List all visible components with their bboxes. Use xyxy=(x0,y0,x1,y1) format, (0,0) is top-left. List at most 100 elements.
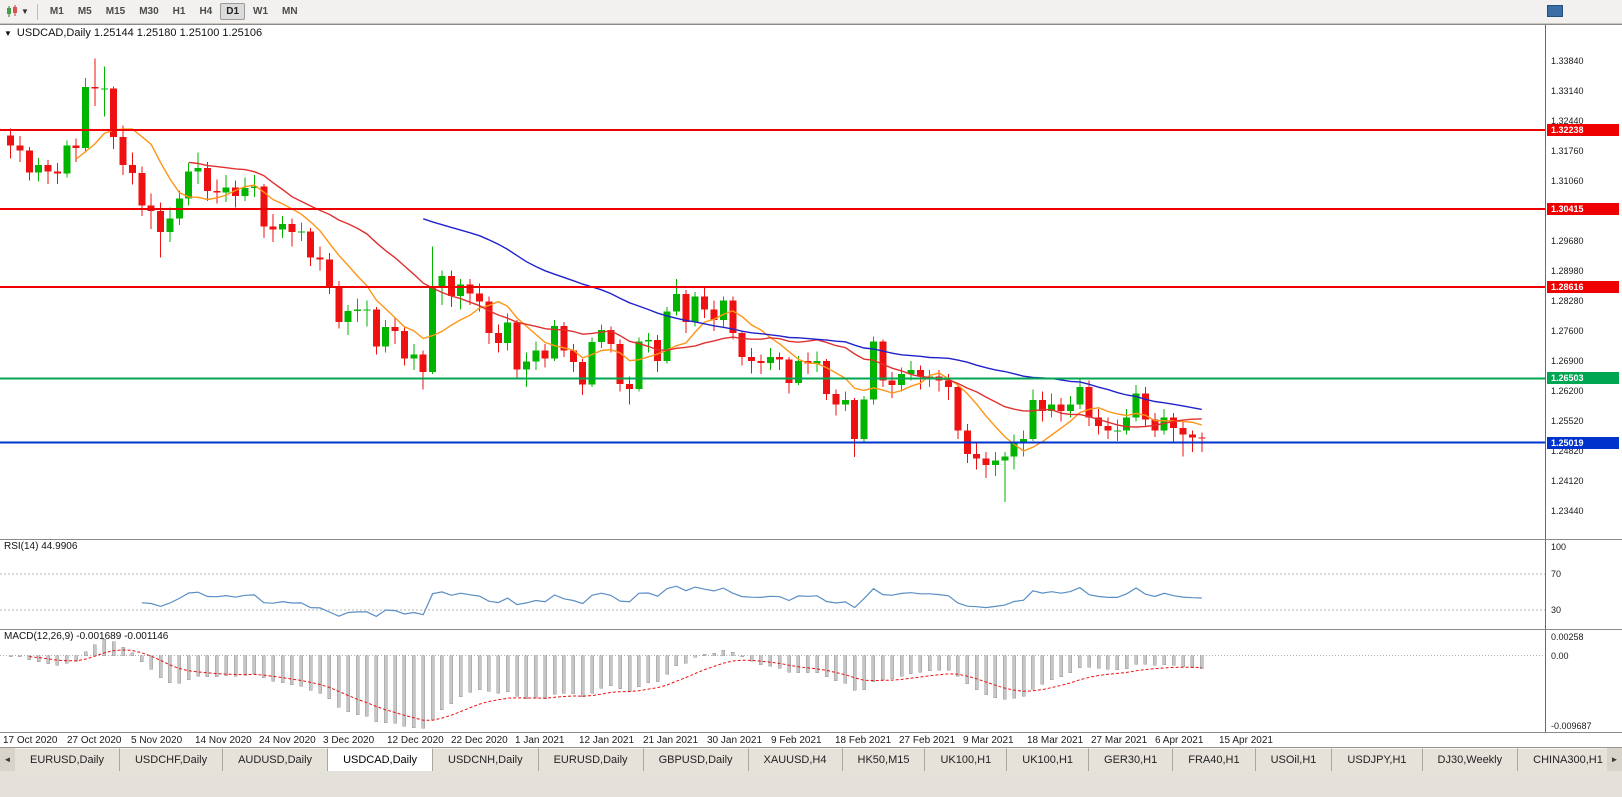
macd-histogram-bar xyxy=(590,655,594,694)
chart-tab-usdcnh-daily[interactable]: USDCNH,Daily xyxy=(433,748,539,771)
macd-histogram-bar xyxy=(946,655,951,671)
timeframe-button-mn[interactable]: MN xyxy=(282,6,298,17)
candle xyxy=(663,311,671,362)
candle xyxy=(682,294,690,323)
chart-tab-dj30-weekly[interactable]: DJ30,Weekly xyxy=(1422,748,1519,771)
candle xyxy=(907,369,915,375)
date-tick: 21 Jan 2021 xyxy=(643,735,699,746)
candlestick-chart-icon[interactable] xyxy=(4,5,20,19)
candle xyxy=(832,394,840,405)
chart-tab-uk100-h1[interactable]: UK100,H1 xyxy=(925,748,1008,771)
macd-histogram-bar xyxy=(83,651,88,656)
timeframe-button-m1[interactable]: M1 xyxy=(49,6,64,17)
candle xyxy=(1170,417,1178,429)
candle xyxy=(672,294,680,312)
timeframe-button-m30[interactable]: M30 xyxy=(139,6,159,17)
chart-tab-gbpusd-daily[interactable]: GBPUSD,Daily xyxy=(643,748,749,771)
macd-histogram-bar xyxy=(158,655,163,679)
timeframe-button-h4[interactable]: H4 xyxy=(199,6,213,17)
price-tick: 1.29680 xyxy=(1551,235,1584,246)
chart-tab-hk50-m15[interactable]: HK50,M15 xyxy=(842,748,926,771)
candlestick-chart[interactable] xyxy=(0,25,1545,539)
candle xyxy=(860,399,868,440)
timeframe-button-h1[interactable]: H1 xyxy=(172,6,186,17)
date-tick: 27 Feb 2021 xyxy=(899,735,956,746)
pane-separator[interactable] xyxy=(0,539,1622,540)
date-tick: 17 Oct 2020 xyxy=(3,735,58,746)
candle xyxy=(391,326,399,331)
price-axis[interactable]: 1.338401.331401.324401.317601.310601.303… xyxy=(1545,25,1622,539)
candle xyxy=(973,454,981,459)
collapse-arrow-icon[interactable]: ▼ xyxy=(4,28,12,38)
timeframe-button-d1[interactable]: D1 xyxy=(220,3,246,20)
chart-tab-usdjpy-h1[interactable]: USDJPY,H1 xyxy=(1332,748,1423,771)
chart-type-dropdown-caret-icon[interactable]: ▼ xyxy=(21,7,29,16)
candle xyxy=(457,284,465,296)
candle xyxy=(766,356,774,363)
macd-axis: 0.00258 0.00 -0.009687 xyxy=(1545,630,1622,732)
tabs-scroll-left-button[interactable]: ◄ xyxy=(0,748,15,771)
timeframe-button-w1[interactable]: W1 xyxy=(253,6,269,17)
date-tick: 24 Nov 2020 xyxy=(259,735,316,746)
price-tick: 1.24820 xyxy=(1551,446,1584,457)
rsi-tick: 70 xyxy=(1551,569,1562,579)
candle xyxy=(1188,434,1196,438)
chart-tab-usdcad-daily[interactable]: USDCAD,Daily xyxy=(328,748,434,771)
macd-histogram-bar xyxy=(806,655,810,674)
macd-histogram-bar xyxy=(871,655,876,682)
candle xyxy=(288,224,296,232)
chart-tab-china300-h1[interactable]: CHINA300,H1 xyxy=(1518,748,1607,771)
candle xyxy=(72,145,80,148)
candle xyxy=(710,309,718,321)
macd-chart xyxy=(0,638,1545,729)
macd-histogram-bar xyxy=(365,655,369,717)
price-level-badge: 1.32238 xyxy=(1547,124,1619,137)
macd-histogram-bar xyxy=(177,655,182,684)
timeframe-button-m15[interactable]: M15 xyxy=(105,6,126,17)
candle xyxy=(1141,393,1149,420)
candle xyxy=(729,300,737,334)
tabs-scroll-right-button[interactable]: ► xyxy=(1607,748,1622,771)
chart-tab-eurusd-daily[interactable]: EURUSD,Daily xyxy=(538,748,644,771)
macd-histogram-bar xyxy=(618,655,622,690)
macd-histogram-bar xyxy=(280,655,285,684)
macd-histogram-bar xyxy=(149,655,153,670)
macd-histogram-bar xyxy=(787,655,791,673)
macd-histogram-bar xyxy=(665,655,669,675)
candle xyxy=(250,186,258,189)
chart-tab-audusd-daily[interactable]: AUDUSD,Daily xyxy=(223,748,329,771)
macd-histogram-bar xyxy=(965,655,970,684)
timeframe-button-m5[interactable]: M5 xyxy=(77,6,92,17)
macd-histogram-bar xyxy=(534,655,538,699)
candle xyxy=(1113,430,1121,432)
candle xyxy=(185,171,193,199)
candle xyxy=(569,350,577,363)
candle xyxy=(354,309,362,311)
macd-tick: -0.009687 xyxy=(1551,720,1592,731)
chart-tab-eurusd-daily[interactable]: EURUSD,Daily xyxy=(15,748,120,771)
macd-histogram-bar xyxy=(196,655,200,677)
macd-histogram-bar xyxy=(721,650,726,656)
macd-histogram-bar xyxy=(102,638,107,656)
chart-tab-usoil-h1[interactable]: USOil,H1 xyxy=(1255,748,1333,771)
macd-histogram-bar xyxy=(956,655,960,677)
macd-histogram-bar xyxy=(346,655,350,713)
pane-separator[interactable] xyxy=(0,629,1622,630)
chart-tab-uk100-h1[interactable]: UK100,H1 xyxy=(1007,748,1090,771)
candle xyxy=(738,333,746,357)
macd-histogram-bar xyxy=(430,655,435,721)
candle xyxy=(194,167,202,172)
macd-histogram-bar xyxy=(515,655,519,697)
macd-histogram-bar xyxy=(1200,655,1204,670)
macd-histogram-bar xyxy=(1059,655,1063,677)
date-axis[interactable]: 17 Oct 2020 27 Oct 2020 5 Nov 2020 14 Nov 2… xyxy=(0,733,1622,748)
chart-tab-usdchf-daily[interactable]: USDCHF,Daily xyxy=(119,748,224,771)
macd-histogram-bar xyxy=(1068,655,1073,674)
chart-tab-ger30-h1[interactable]: GER30,H1 xyxy=(1089,748,1174,771)
macd-histogram-bar xyxy=(1115,655,1120,671)
chart-tab-fra40-h1[interactable]: FRA40,H1 xyxy=(1173,748,1256,771)
candle xyxy=(494,333,502,344)
macd-histogram-bar xyxy=(8,655,13,657)
macd-histogram-bar xyxy=(290,655,294,686)
chart-tab-xauusd-h4[interactable]: XAUUSD,H4 xyxy=(748,748,843,771)
